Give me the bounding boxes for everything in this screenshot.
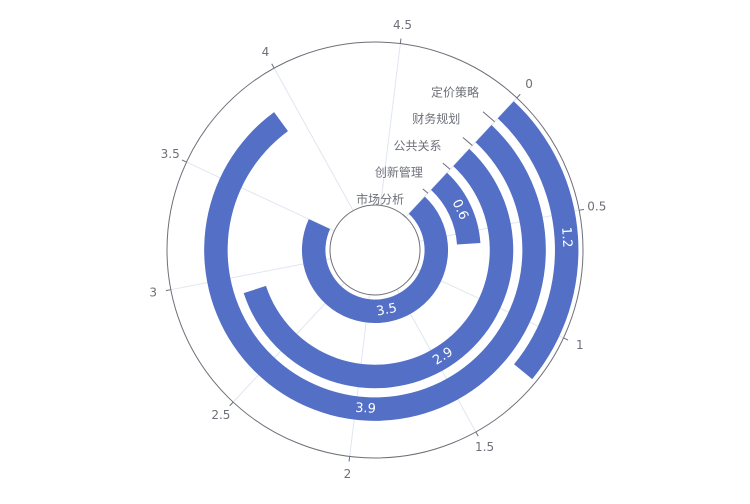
data-label: 3.5	[375, 301, 398, 320]
tick-mark	[563, 337, 569, 341]
radial-tick-label: 定价策略	[431, 84, 479, 99]
inner-ring	[329, 204, 421, 296]
data-label: 1.2	[558, 226, 574, 248]
angle-tick-label: 0	[525, 77, 533, 91]
bar	[301, 196, 449, 324]
radial-tick-label: 公共关系	[394, 139, 442, 153]
bar	[431, 172, 481, 245]
tick-mark	[181, 159, 187, 163]
radial-tick	[442, 162, 451, 170]
radial-tick-label: 创新管理	[375, 165, 423, 180]
radial-tick-label: 市场分析	[356, 191, 404, 206]
angle-tick-label: 4	[262, 45, 270, 59]
radial-tick-label: 财务规划	[412, 111, 460, 126]
radial-tick	[482, 111, 495, 123]
bar	[497, 101, 579, 380]
tick-mark	[475, 431, 479, 437]
angle-tick-label: 2.5	[211, 408, 230, 422]
tick-mark	[165, 289, 171, 292]
radial-tick	[402, 214, 407, 218]
tick-mark	[516, 93, 521, 99]
grid-line	[379, 43, 401, 206]
radial-tick	[462, 137, 473, 146]
angle-tick-label: 3.5	[161, 147, 180, 161]
outer-ring	[166, 41, 584, 459]
tick-mark	[348, 456, 351, 462]
tick-mark	[399, 38, 402, 44]
radial-tick	[422, 188, 429, 194]
angle-tick-label: 4.5	[393, 18, 412, 32]
data-label: 3.9	[355, 401, 377, 417]
tick-mark	[229, 401, 234, 407]
angle-tick-label: 0.5	[587, 199, 606, 213]
grid-line	[273, 67, 354, 211]
angle-tick-label: 1	[576, 338, 584, 352]
angle-tick-label: 2	[344, 467, 352, 481]
bar	[243, 148, 514, 389]
angle-tick-label: 1.5	[475, 440, 494, 454]
tick-mark	[271, 63, 275, 69]
angle-tick-label: 3	[149, 286, 157, 300]
tick-mark	[579, 208, 585, 211]
